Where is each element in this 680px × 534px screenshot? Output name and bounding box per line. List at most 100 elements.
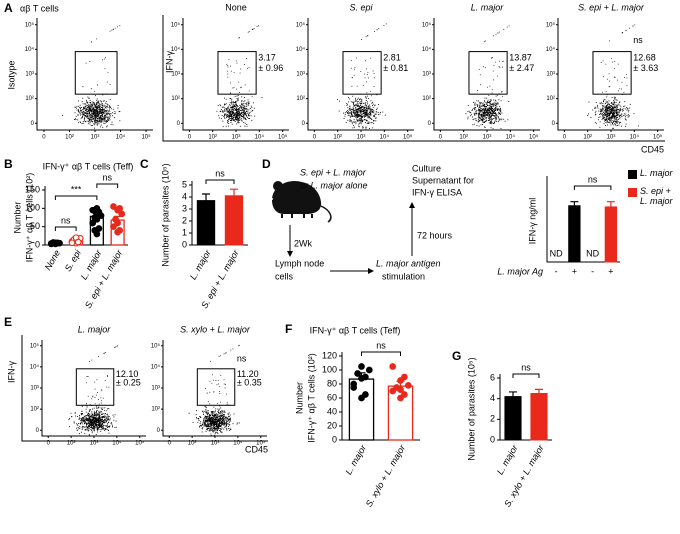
event-dot (244, 97, 245, 98)
event-dot (216, 423, 218, 425)
event-dot (600, 103, 602, 105)
event-dot (482, 112, 484, 114)
event-dot (360, 71, 362, 72)
event-dot (479, 117, 481, 119)
event-dot (243, 114, 245, 116)
event-dot (219, 386, 221, 387)
event-dot (232, 111, 234, 113)
event-dot (226, 424, 228, 426)
event-dot (476, 109, 478, 111)
event-dot (107, 427, 108, 428)
event-dot (624, 101, 626, 103)
gate (196, 368, 236, 406)
event-dot (359, 112, 361, 114)
event-dot (365, 115, 367, 116)
event-dot (81, 114, 83, 116)
event-dot (203, 419, 204, 421)
event-dot (224, 104, 225, 106)
event-dot (604, 99, 606, 101)
event-dot (372, 101, 373, 103)
event-dot (88, 121, 89, 123)
event-dot (490, 121, 491, 123)
event-dot (87, 111, 89, 113)
event-dot (221, 115, 223, 116)
event-dot (484, 110, 486, 112)
event-dot (228, 108, 230, 110)
event-dot (86, 115, 88, 117)
axis (162, 340, 267, 437)
data-point (393, 384, 400, 391)
event-dot (77, 113, 79, 115)
event-dot (238, 119, 239, 121)
event-dot (97, 108, 99, 110)
event-dot (499, 108, 501, 110)
event-dot (350, 109, 352, 111)
event-dot (210, 423, 211, 425)
event-dot (603, 112, 605, 113)
event-dot (221, 419, 223, 421)
event-dot (204, 406, 206, 407)
event-dot (485, 118, 487, 120)
error-bar (202, 193, 210, 201)
event-dot (98, 121, 100, 123)
event-dot (353, 122, 355, 123)
bar (224, 195, 244, 246)
event-dot (75, 119, 77, 120)
significance-bracket (205, 179, 235, 184)
significance: *** (71, 184, 82, 194)
event-dot (102, 417, 103, 418)
event-dot (252, 102, 254, 104)
event-dot (76, 109, 78, 111)
event-dot (482, 115, 483, 117)
significance: ns (61, 215, 71, 225)
event-dot (627, 107, 629, 109)
event-dot (357, 115, 359, 117)
event-dot (612, 108, 614, 110)
event-dot (244, 107, 246, 109)
event-dot (222, 106, 224, 108)
event-dot (109, 99, 111, 100)
event-dot (489, 117, 490, 119)
event-dot (365, 97, 367, 99)
event-dot (204, 418, 206, 420)
event-dot (485, 121, 487, 122)
event-dot (499, 111, 501, 113)
event-dot (239, 107, 241, 108)
event-dot (90, 422, 91, 423)
event-dot (119, 111, 121, 113)
x-axis-label: CD45 (245, 444, 268, 454)
event-dot (242, 108, 243, 110)
event-dot (367, 117, 369, 119)
event-dot (95, 422, 97, 424)
event-dot (610, 110, 612, 112)
event-dot (228, 119, 229, 121)
event-dot (228, 412, 230, 414)
event-dot (369, 106, 371, 108)
event-dot (616, 110, 618, 112)
event-dot (243, 111, 245, 113)
y-tick-label: 10⁵ (25, 21, 35, 28)
event-dot (360, 103, 361, 104)
event-dot (614, 124, 616, 126)
event-dot (89, 409, 90, 411)
event-dot (81, 123, 83, 124)
axis (307, 18, 414, 131)
event-dot (238, 345, 239, 347)
event-dot (605, 107, 607, 109)
event-dot (615, 121, 617, 122)
event-dot (224, 117, 226, 119)
x-tick-label: None (43, 248, 62, 272)
event-dot (488, 109, 489, 111)
plot-title: L. major (471, 2, 505, 12)
event-dot (205, 411, 207, 413)
event-dot (104, 416, 106, 418)
event-dot (87, 123, 89, 125)
event-dot (371, 108, 373, 110)
event-dot (608, 110, 610, 111)
event-dot (620, 109, 622, 111)
event-dot (617, 121, 619, 123)
event-dot (102, 397, 104, 399)
event-dot (102, 59, 103, 61)
event-dot (362, 103, 364, 104)
event-dot (355, 123, 357, 125)
